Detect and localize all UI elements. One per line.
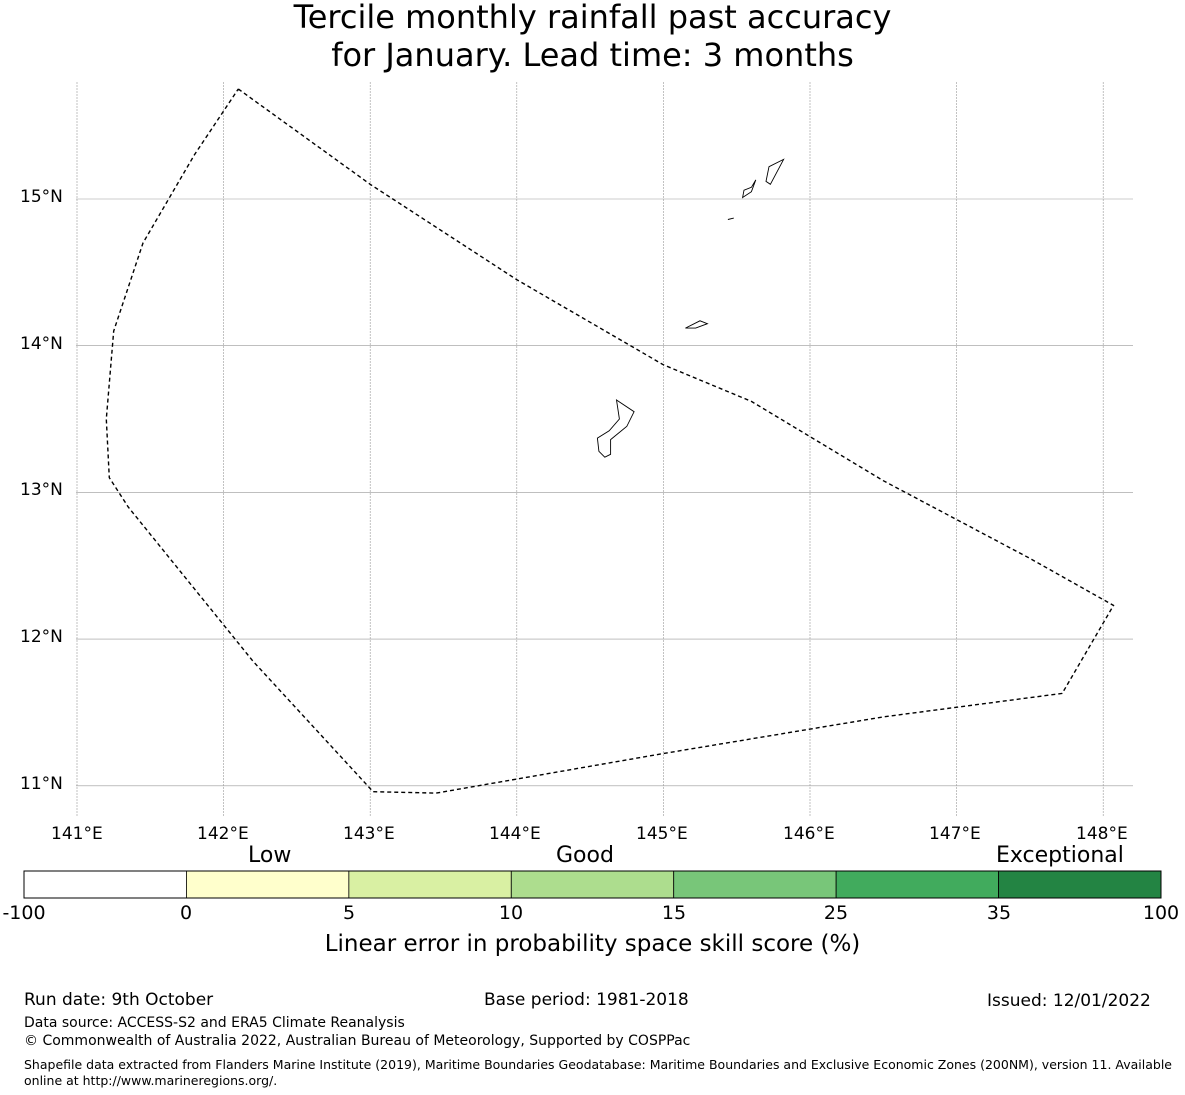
eez-boundary bbox=[105, 88, 1115, 794]
colorbar-tick: 0 bbox=[179, 902, 193, 924]
data-source: Data source: ACCESS-S2 and ERA5 Climate … bbox=[24, 1015, 405, 1031]
colorbar-segment bbox=[23, 870, 187, 899]
lon-label: 148°E bbox=[1076, 824, 1128, 844]
island-outline bbox=[741, 179, 757, 199]
colorbar-tick: 5 bbox=[342, 902, 356, 924]
lat-label: 14°N bbox=[20, 334, 63, 354]
colorbar-tick: 35 bbox=[986, 902, 1012, 924]
lat-label: 11°N bbox=[20, 774, 63, 794]
lon-label: 144°E bbox=[489, 824, 541, 844]
lon-label: 145°E bbox=[636, 824, 688, 844]
copyright: © Commonwealth of Australia 2022, Austra… bbox=[24, 1033, 691, 1049]
lon-label: 143°E bbox=[343, 824, 395, 844]
eez-boundary-line bbox=[105, 88, 1115, 794]
colorbar-tick: 15 bbox=[661, 902, 687, 924]
lon-label: 147°E bbox=[929, 824, 981, 844]
category-exceptional: Exceptional bbox=[996, 843, 1124, 868]
base-period: Base period: 1981-2018 bbox=[484, 990, 689, 1010]
island-outline bbox=[727, 217, 734, 220]
colorbar-segment bbox=[998, 870, 1162, 899]
colorbar-segment bbox=[835, 870, 999, 899]
colorbar bbox=[23, 870, 1162, 899]
graticule bbox=[76, 82, 1133, 816]
lat-label: 13°N bbox=[20, 480, 63, 500]
colorbar-segment bbox=[673, 870, 837, 899]
colorbar-segment bbox=[348, 870, 512, 899]
colorbar-tick: 100 bbox=[1142, 902, 1180, 924]
category-good: Good bbox=[556, 843, 614, 868]
lon-label: 141°E bbox=[51, 824, 103, 844]
colorbar-segment bbox=[186, 870, 350, 899]
island-outline bbox=[685, 320, 709, 329]
colorbar-tick: 10 bbox=[498, 902, 524, 924]
colorbar-frame bbox=[23, 870, 1162, 899]
lat-label: 12°N bbox=[20, 627, 63, 647]
lat-label: 15°N bbox=[20, 187, 63, 207]
chart-title-line-2: for January. Lead time: 3 months bbox=[331, 36, 854, 74]
island-outline bbox=[765, 158, 785, 185]
lon-label: 142°E bbox=[197, 824, 249, 844]
category-low: Low bbox=[248, 843, 292, 868]
colorbar-tick: -100 bbox=[2, 902, 46, 924]
run-date: Run date: 9th October bbox=[24, 990, 214, 1010]
colorbar-axis-label: Linear error in probability space skill … bbox=[324, 931, 861, 957]
island-outline bbox=[596, 399, 635, 458]
issued-date: Issued: 12/01/2022 bbox=[987, 991, 1151, 1011]
shapefile-credit: Shapefile data extracted from Flanders M… bbox=[24, 1057, 1172, 1088]
chart-title-line-1: Tercile monthly rainfall past accuracy bbox=[293, 0, 892, 36]
colorbar-tick: 25 bbox=[823, 902, 849, 924]
islands bbox=[596, 158, 785, 458]
lon-label: 146°E bbox=[783, 824, 835, 844]
colorbar-segment bbox=[510, 870, 675, 899]
